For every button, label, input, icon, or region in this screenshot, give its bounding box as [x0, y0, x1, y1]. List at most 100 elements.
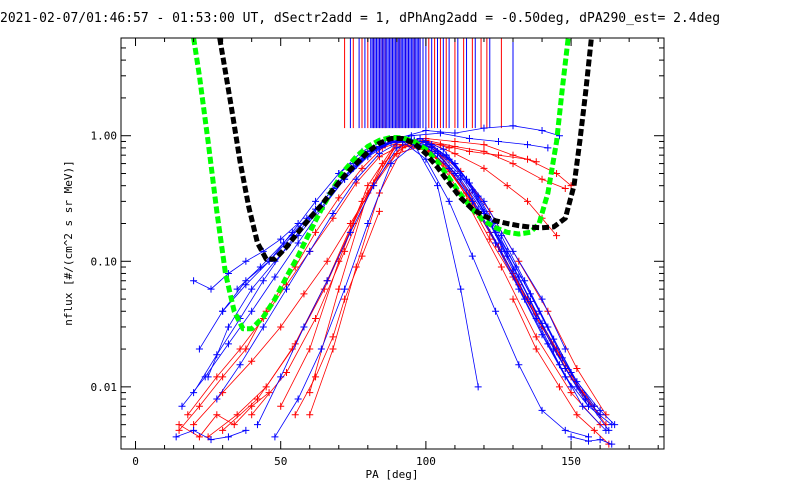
data-point — [271, 273, 279, 281]
x-tick-label: 100 — [416, 455, 436, 468]
series-line — [571, 436, 612, 445]
data-point — [352, 175, 360, 183]
series-line — [294, 211, 380, 415]
data-point — [317, 345, 325, 353]
fit-curve-green — [191, 38, 571, 332]
y-tick-label: 1.00 — [91, 130, 118, 143]
series-4 — [219, 141, 604, 434]
data-point — [538, 127, 546, 135]
series-13 — [175, 389, 273, 441]
series-line — [353, 132, 548, 164]
data-point — [306, 345, 314, 353]
data-point — [195, 345, 203, 353]
data-point — [329, 210, 337, 218]
series-line — [257, 138, 607, 431]
series-26 — [190, 219, 302, 293]
data-point — [341, 285, 349, 293]
data-point — [451, 160, 459, 168]
series-27 — [172, 426, 250, 444]
data-point — [312, 373, 320, 381]
data-point — [184, 411, 192, 419]
series-line — [251, 144, 607, 415]
data-point — [561, 184, 569, 192]
data-point — [509, 122, 517, 130]
data-point — [561, 345, 569, 353]
data-point — [271, 433, 279, 441]
data-point — [465, 147, 473, 155]
series-10 — [509, 295, 613, 448]
data-point — [480, 124, 488, 132]
data-point — [213, 395, 221, 403]
data-point — [416, 135, 424, 143]
series-25 — [399, 137, 593, 441]
data-point — [195, 433, 203, 441]
data-point — [532, 345, 540, 353]
data-point — [445, 144, 453, 152]
series-18 — [233, 136, 613, 434]
data-point — [306, 411, 314, 419]
data-point — [375, 207, 383, 215]
data-point — [596, 411, 604, 419]
data-point — [524, 155, 532, 163]
data-point — [407, 132, 415, 140]
data-point — [474, 383, 482, 391]
series-17 — [219, 135, 598, 410]
data-point — [590, 426, 598, 434]
data-point — [236, 361, 244, 369]
series-line — [309, 141, 450, 415]
data-point — [190, 389, 198, 397]
data-point — [259, 277, 267, 285]
data-point — [224, 323, 232, 331]
data-point — [248, 307, 256, 315]
data-point — [451, 137, 459, 145]
data-point — [248, 285, 256, 293]
data-point — [300, 290, 308, 298]
data-point — [436, 129, 444, 137]
x-tick-label: 0 — [132, 455, 139, 468]
data-point — [515, 361, 523, 369]
data-point — [288, 228, 296, 236]
data-point — [436, 141, 444, 149]
series-line — [309, 139, 566, 393]
data-point — [486, 235, 494, 243]
data-point — [567, 433, 575, 441]
data-point — [532, 315, 540, 323]
x-axis: 0 50 100 150 — [132, 38, 659, 468]
data-point — [233, 285, 241, 293]
data-point — [277, 373, 285, 381]
series-19 — [195, 135, 575, 391]
data-point — [213, 411, 221, 419]
data-point — [532, 333, 540, 341]
data-point — [451, 170, 459, 178]
data-point — [256, 263, 264, 271]
data-point — [312, 228, 320, 236]
data-point — [451, 150, 459, 158]
data-point — [509, 266, 517, 274]
data-point — [509, 247, 517, 255]
series-0 — [175, 137, 604, 434]
data-point — [242, 281, 250, 289]
data-point — [596, 436, 604, 444]
x-tick-label: 50 — [274, 455, 287, 468]
series-line — [178, 392, 270, 438]
data-point — [224, 340, 232, 348]
y-tick-label: 0.10 — [91, 255, 118, 268]
data-point — [346, 228, 354, 236]
data-point — [364, 219, 372, 227]
data-point — [253, 421, 261, 429]
series-line — [207, 139, 601, 415]
data-point — [451, 129, 459, 137]
data-point — [306, 247, 314, 255]
data-point — [172, 433, 180, 441]
data-point — [248, 357, 256, 365]
series-23 — [349, 129, 552, 168]
data-point — [445, 197, 453, 205]
data-point — [277, 323, 285, 331]
series-line — [402, 141, 589, 438]
data-point — [204, 373, 212, 381]
data-point — [503, 182, 511, 190]
data-point — [387, 160, 395, 168]
data-point — [190, 426, 198, 434]
data-point — [422, 127, 430, 135]
